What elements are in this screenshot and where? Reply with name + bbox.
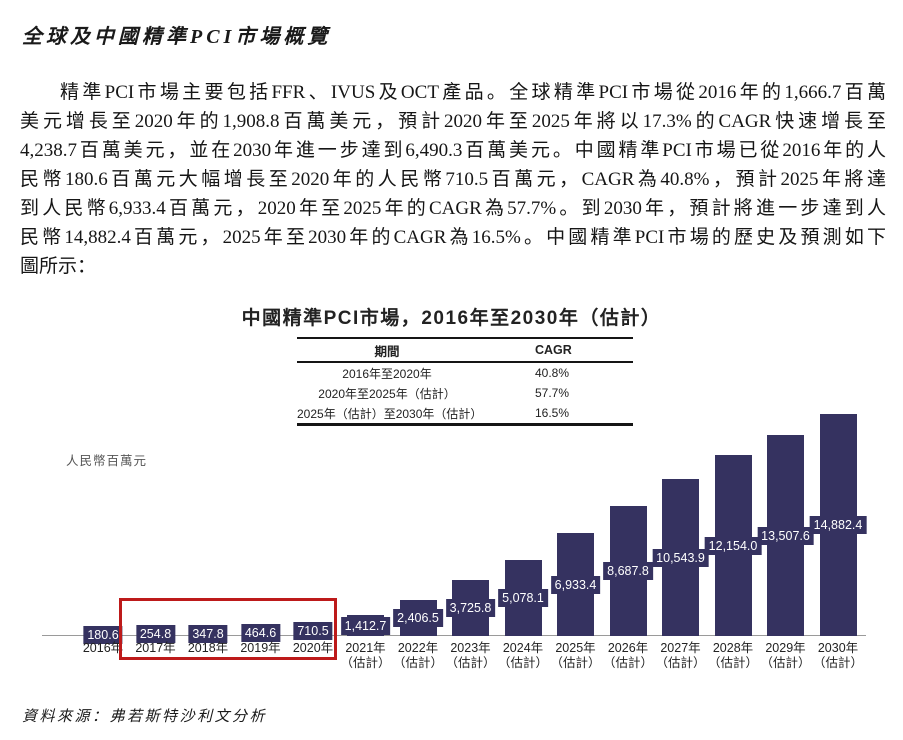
x-axis-label: 2030年 （估計） [812,641,863,670]
cagr-table-row: 2020年至2025年（估計） 57.7% [297,383,633,403]
page-title: 全球及中國精準PCI市場概覽 [22,26,332,48]
x-axis-label: 2022年 （估計） [392,641,443,670]
bar-value-label: 2,406.5 [393,609,443,627]
x-axis-label: 2016年 [82,641,124,655]
body-paragraph: 精準PCI市場主要包括FFR、IVUS及OCT產品。全球精準PCI市場從2016… [20,78,886,281]
cagr-table-row: 2016年至2020年 40.8% [297,363,633,383]
bar-value-label: 12,154.0 [704,537,762,555]
x-axis-label: 2026年 （估計） [602,641,653,670]
x-axis-label: 2019年 [240,641,281,655]
bar-value-label: 14,882.4 [809,516,867,534]
cagr-cell: 57.7% [535,386,570,400]
cagr-cell: 16.5% [535,406,570,420]
paragraph-line: 民幣14,882.4百萬元，2025年至2030年的CAGR為16.5%。中國精… [20,227,886,248]
y-axis-title: 人民幣百萬元 [66,454,148,468]
paragraph-line: 美元增長至2020年的1,908.8百萬美元，預計2020年至2025年將以17… [20,111,886,132]
x-axis-label: 2028年 （估計） [707,641,758,670]
bar-value-label: 13,507.6 [757,527,814,545]
chart-title-range: 2016年至2030年（估計） [421,308,662,329]
bar-value-label: 5,078.1 [498,589,548,607]
highlight-box [119,598,337,660]
cagr-table-header: 期間 CAGR [297,337,633,363]
bar-value-label: 8,687.8 [603,562,653,580]
x-axis-label: 2029年 （估計） [760,641,811,670]
x-axis-label: 2027年 （估計） [655,641,706,670]
bar-value-label: 464.6 [240,624,281,642]
x-axis-label: 2021年 （估計） [340,641,391,670]
source-note: 資料來源：弗若斯特沙利文分析 [22,709,268,725]
cagr-table: 期間 CAGR 2016年至2020年 40.8% 2020年至2025年（估計） 5… [297,337,633,426]
period-cell: 2025年（估計）至2030年（估計） [297,406,483,421]
x-axis-label: 2020年 [292,641,334,655]
bar-value-label: 1,412.7 [340,617,391,635]
chart-title: 中國精準PCI市場，2016年至2030年（估計） [0,303,903,330]
bar-value-label: 10,543.9 [652,549,709,567]
bar-value-label: 180.6 [83,626,123,644]
cagr-table-row: 2025年（估計）至2030年（估計） 16.5% [297,403,633,423]
cagr-table-body: 2016年至2020年 40.8% 2020年至2025年（估計） 57.7% 2025… [297,363,633,426]
x-axis-label: 2024年 （估計） [497,641,548,670]
header-period: 期間 [374,344,400,359]
cagr-cell: 40.8% [535,366,570,380]
bar-value-label: 3,725.8 [445,599,496,617]
paragraph-line: 精準PCI市場主要包括FFR、IVUS及OCT產品。全球精準PCI市場從2016… [60,82,886,103]
period-cell: 2020年至2025年（估計） [318,386,456,401]
x-axis-label: 2025年 （估計） [550,641,601,670]
bar-value-label: 254.8 [135,625,176,643]
period-cell: 2016年至2020年 [342,366,432,381]
paragraph-line: 民幣180.6百萬元大幅增長至2020年的人民幣710.5百萬元，CAGR為40… [20,169,886,190]
paragraph-line: 圖所示： [20,256,97,277]
paragraph-line: 到人民幣6,933.4百萬元，2020年至2025年的CAGR為57.7%。到2… [20,198,886,219]
bar-value-label: 710.5 [293,622,333,640]
x-axis-label: 2017年 [135,641,176,655]
x-axis-label: 2023年 （估計） [445,641,496,670]
header-cagr: CAGR [535,343,572,357]
bar-value-label: 347.8 [188,625,228,643]
x-axis-label: 2018年 [187,641,229,655]
paragraph-line: 4,238.7百萬美元，並在2030年進一步達到6,490.3百萬美元。中國精準… [20,140,886,161]
bar-value-label: 6,933.4 [550,576,601,594]
chart-title-prefix: 中國精準PCI市場， [241,308,422,329]
